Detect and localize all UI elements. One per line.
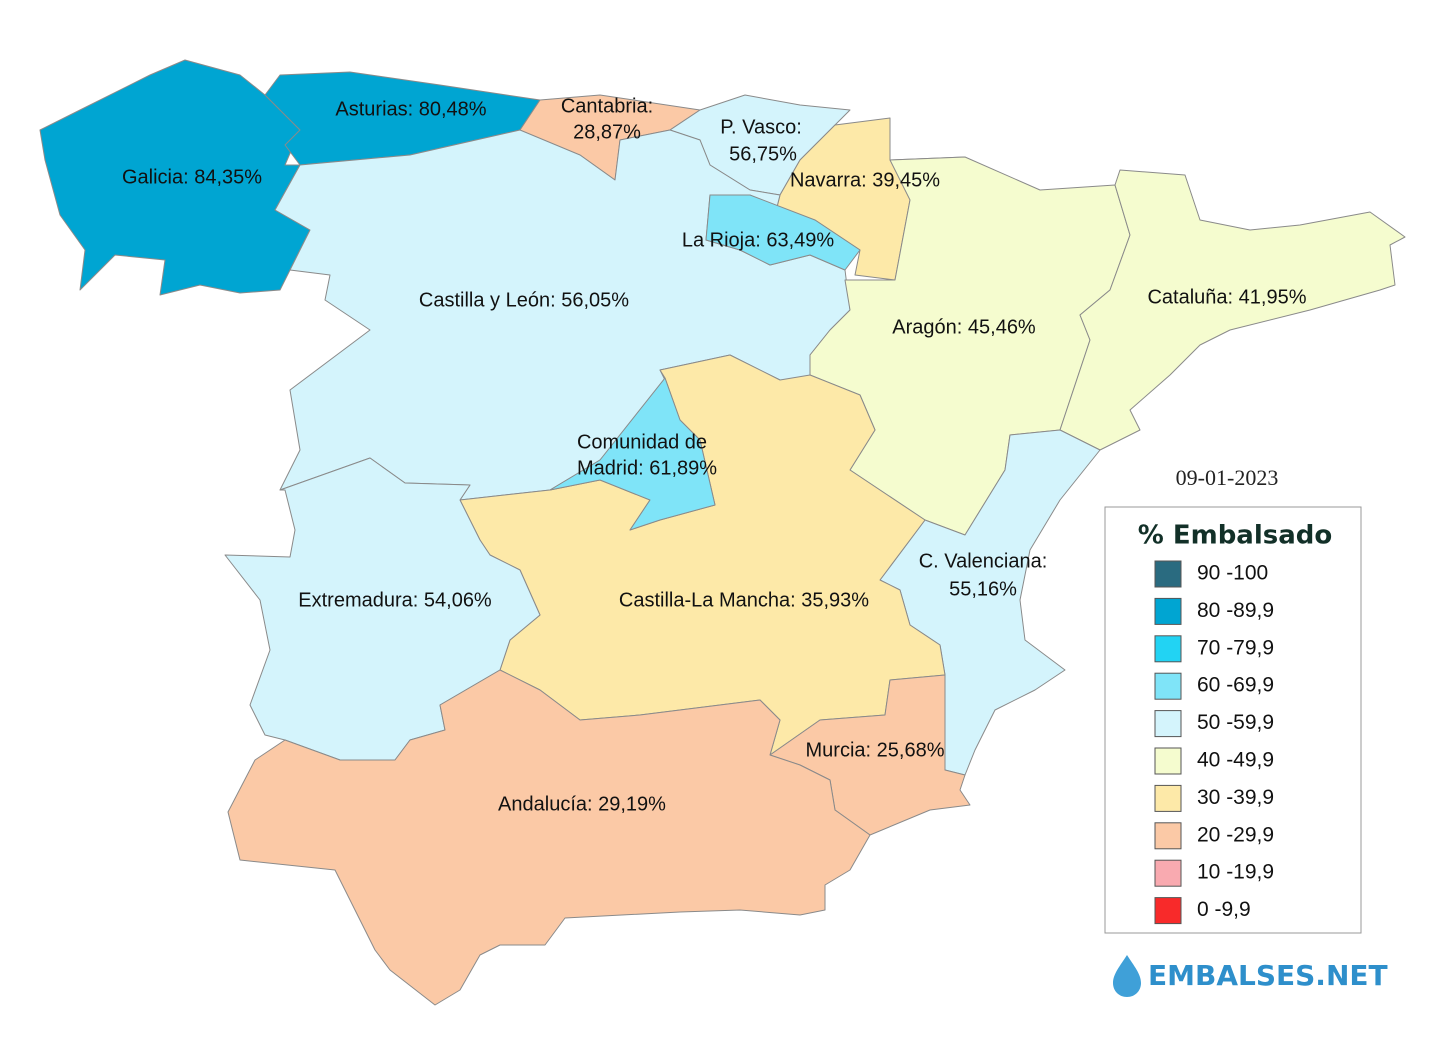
region-label: Galicia: 84,35% (122, 166, 262, 188)
legend-label: 0 -9,9 (1197, 898, 1251, 921)
legend-label: 10 -19,9 (1197, 861, 1274, 884)
legend-label: 70 -79,9 (1197, 636, 1274, 659)
legend-label: 20 -29,9 (1197, 823, 1274, 846)
region-label: La Rioja: 63,49% (682, 229, 835, 251)
region-label: Navarra: 39,45% (790, 169, 940, 191)
brand-logo: EMBALSES.NET (1113, 955, 1388, 997)
region-madrid (549, 377, 716, 531)
region-label: 28,87% (573, 121, 641, 143)
region-label: Asturias: 80,48% (335, 98, 486, 120)
legend-swatch (1154, 897, 1182, 925)
drop-icon (1113, 955, 1141, 997)
brand-text: EMBALSES.NET (1148, 959, 1388, 992)
legend-swatch (1154, 747, 1182, 775)
region-label: C. Valenciana: (919, 550, 1048, 572)
region-label: Andalucía: 29,19% (498, 793, 666, 815)
legend-swatch (1154, 597, 1182, 625)
legend-label: 80 -89,9 (1197, 599, 1274, 622)
legend-swatch (1154, 635, 1182, 663)
region-label: Madrid: 61,89% (577, 457, 717, 479)
legend-label: 50 -59,9 (1197, 711, 1274, 734)
legend-swatch (1154, 672, 1182, 700)
region-label: Murcia: 25,68% (806, 739, 945, 761)
legend-swatch (1154, 560, 1182, 588)
legend-swatch (1154, 859, 1182, 887)
region-la-rioja (705, 194, 861, 271)
legend-swatch (1154, 784, 1182, 812)
region-label: Comunidad de (577, 431, 707, 453)
legend-label: 90 -100 (1197, 562, 1268, 585)
date: 09-01-2023 (1176, 465, 1279, 490)
legend-title: % Embalsado (1138, 521, 1333, 551)
region-label: Aragón: 45,46% (892, 316, 1036, 338)
region-label: 56,75% (729, 143, 797, 165)
region-cataluna (1059, 169, 1406, 451)
region-label: Castilla-La Mancha: 35,93% (619, 589, 869, 611)
region-label: Extremadura: 54,06% (298, 589, 492, 611)
legend-swatch (1154, 822, 1182, 850)
region-label: Cataluña: 41,95% (1147, 286, 1306, 308)
legend-label: 60 -69,9 (1197, 674, 1274, 697)
legend-swatch (1154, 710, 1182, 738)
region-label: 55,16% (949, 578, 1017, 600)
region-andalucia (227, 669, 871, 1006)
region-label: Castilla y León: 56,05% (419, 289, 629, 311)
legend-label: 40 -49,9 (1197, 749, 1274, 772)
legend-label: 30 -39,9 (1197, 786, 1274, 809)
legend-box (1104, 506, 1362, 934)
region-label: Cantabria: (561, 95, 653, 117)
region-label: P. Vasco: (720, 116, 802, 138)
